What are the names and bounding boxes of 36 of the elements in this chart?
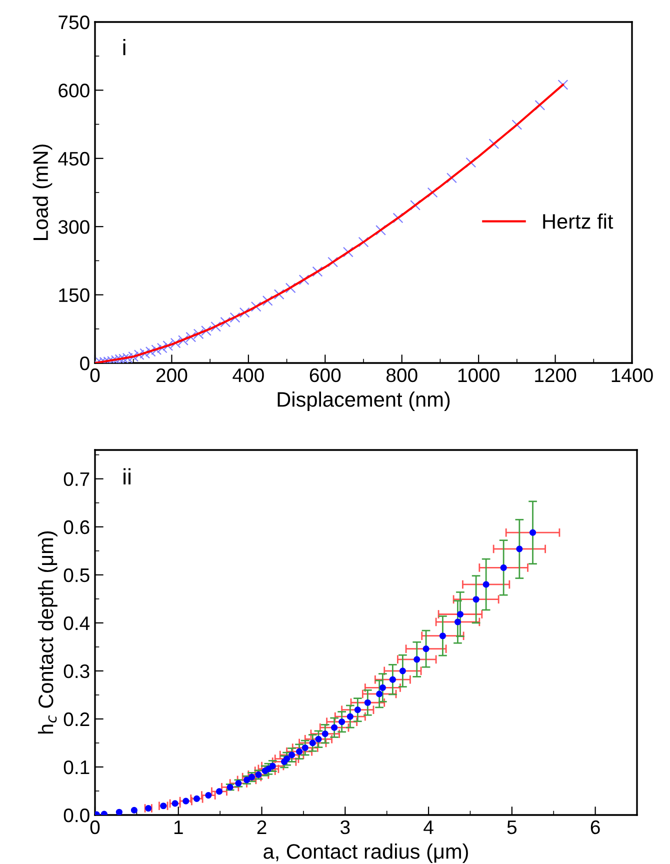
x-tick-label: 5: [507, 820, 517, 834]
x-tick-label: 2: [257, 820, 266, 834]
y-tick-label: 0.7: [64, 472, 90, 486]
x-tick-label: 800: [386, 368, 418, 382]
x-tick-label: 3: [340, 820, 350, 834]
y-tick-label: 0.4: [64, 616, 90, 630]
y-tick-label: 600: [58, 84, 90, 98]
y-tick-label: 300: [58, 220, 90, 234]
y-tick-label: 450: [58, 152, 90, 166]
annotation: ii: [124, 468, 130, 484]
x-tick-label: 1400: [612, 368, 653, 382]
y-tick-label: 0.2: [64, 712, 90, 726]
y-tick-label: 0.6: [64, 520, 90, 534]
x-tick-label: 600: [310, 368, 341, 382]
x-tick-label: 6: [590, 820, 600, 834]
x-tick-label: 0: [90, 820, 100, 834]
x-tick-label: 0: [90, 368, 100, 382]
y-axis-title: Load (mN): [32, 144, 52, 240]
annotation: i: [123, 39, 126, 56]
y-tick-label: 0.1: [64, 760, 90, 774]
y-axis-title: h$_{c}$ Contact depth (μm): [38, 531, 58, 734]
y-tick-label: 750: [58, 15, 90, 30]
y-tick-label: 0: [80, 356, 90, 370]
x-tick-label: 200: [156, 368, 188, 382]
y-tick-label: 0.0: [64, 808, 90, 822]
x-tick-label: 4: [424, 820, 434, 834]
y-tick-label: 150: [59, 288, 90, 302]
x-tick-label: 1200: [535, 368, 576, 382]
x-tick-label: 1000: [458, 368, 500, 382]
y-tick-label: 0.3: [64, 664, 90, 678]
x-tick-label: 1: [174, 820, 183, 834]
y-tick-label: 0.5: [64, 568, 90, 582]
legend-label: Hertz fit: [543, 213, 614, 229]
x-axis-title: Displacement (nm): [278, 392, 450, 411]
x-axis-title: a, Contact radius (μm): [264, 844, 468, 863]
x-tick-label: 400: [232, 368, 264, 382]
